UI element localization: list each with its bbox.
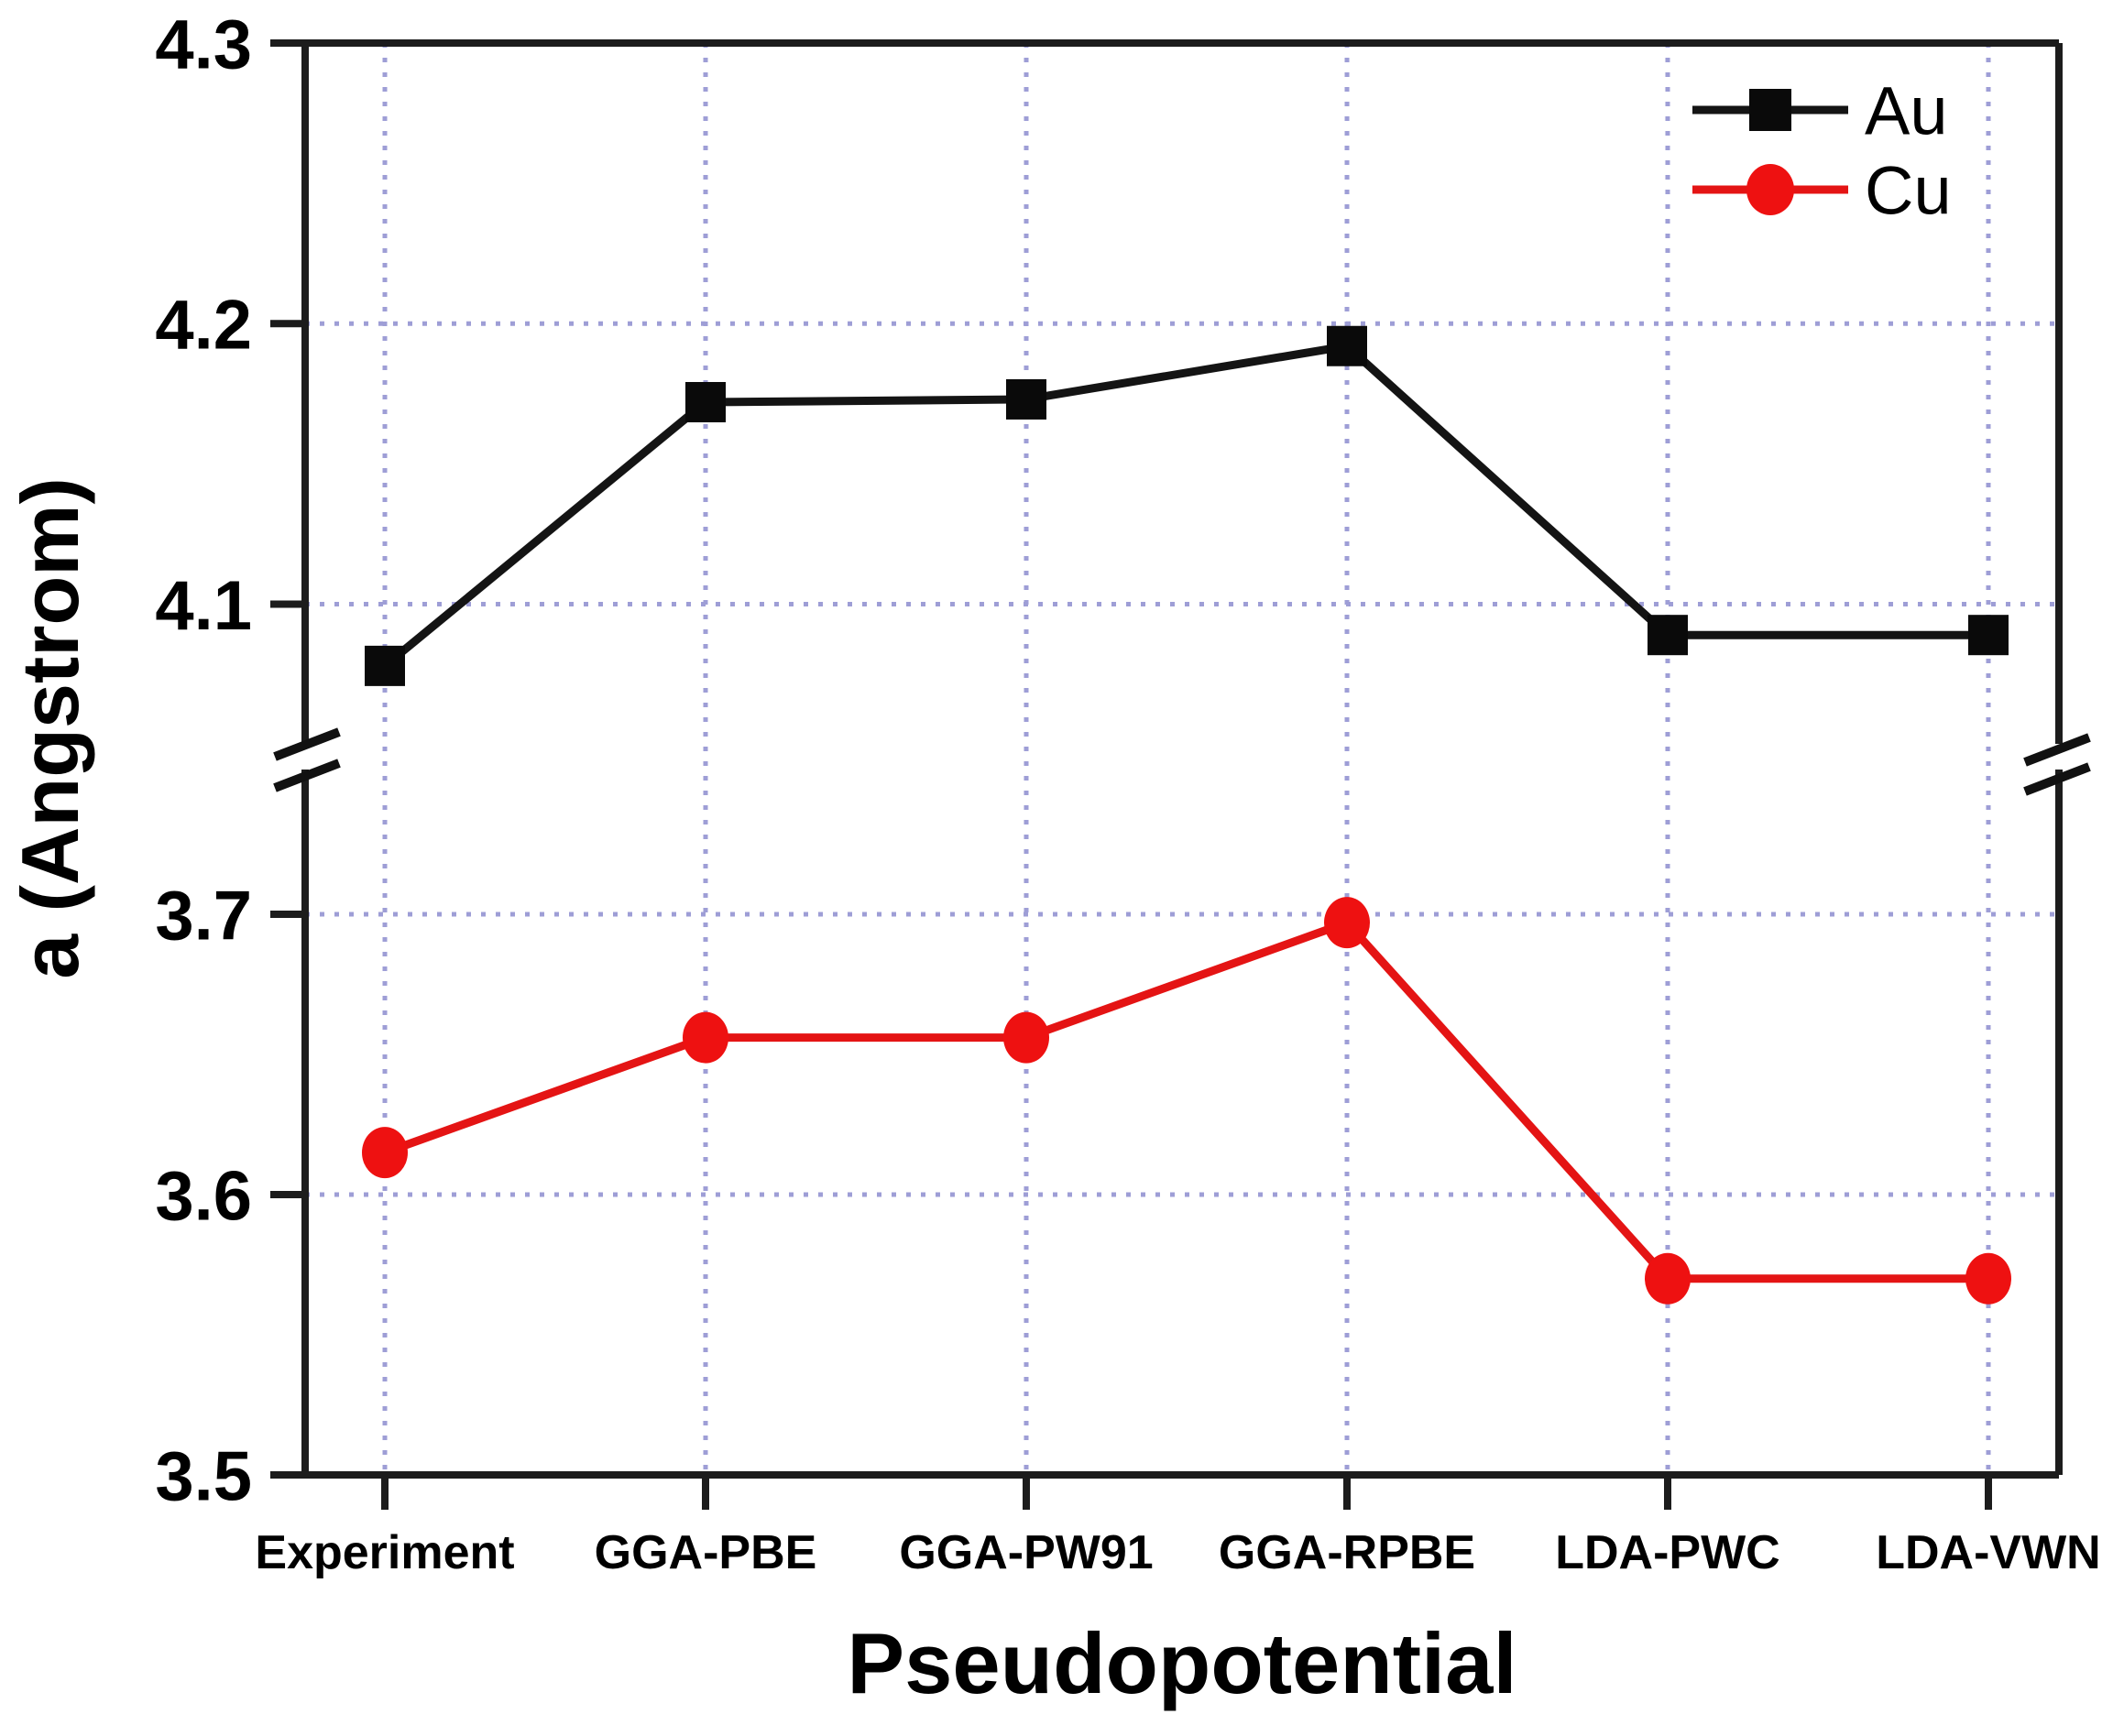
y-axis-title: a (Angstrom)	[5, 477, 95, 979]
axis-break-slash-left-1	[273, 727, 341, 761]
y-tick-label-4.2: 4.2	[155, 287, 252, 365]
data-point-au-experiment	[365, 645, 405, 686]
data-point-cu-gga-rpbe	[1324, 897, 1370, 949]
data-point-cu-gga-pw91	[1003, 1011, 1049, 1064]
series-cu	[362, 897, 2011, 1305]
x-tick-label-lda-pwc: LDA-PWC	[1555, 1526, 1780, 1579]
data-point-au-gga-pw91	[1006, 378, 1046, 420]
data-series	[362, 325, 2011, 1305]
plot-frame-border	[301, 39, 2063, 1479]
data-point-au-gga-pbe	[685, 382, 726, 422]
data-point-au-gga-rpbe	[1327, 325, 1367, 366]
x-tick-label-gga-pw91: GGA-PW91	[899, 1526, 1153, 1579]
data-point-cu-lda-vwn	[1965, 1252, 2011, 1305]
data-point-cu-gga-pbe	[683, 1011, 728, 1064]
series-line-cu	[383, 917, 1988, 1283]
y-tick-label-4.1: 4.1	[155, 567, 252, 645]
x-tick-label-lda-vwn: LDA-VWN	[1876, 1526, 2101, 1579]
y-tick-label-3.6: 3.6	[155, 1157, 252, 1235]
y-axis-ticks: 4.3 4.2 4.1 3.7 3.6 3.5	[155, 5, 305, 1515]
y-tick-label-4.3: 4.3	[155, 5, 252, 83]
x-tick-label-experiment: Experiment	[255, 1526, 514, 1579]
data-point-au-lda-pwc	[1648, 615, 1688, 656]
axis-break-marks	[273, 727, 2091, 796]
series-line-au	[382, 341, 1988, 670]
y-tick-label-3.5: 3.5	[155, 1437, 252, 1515]
axis-break-slash-right-2	[2023, 762, 2091, 796]
legend-marker-au	[1749, 89, 1791, 131]
data-point-cu-lda-pwc	[1645, 1252, 1691, 1305]
gridlines	[305, 43, 2059, 1475]
data-point-au-lda-vwn	[1968, 615, 2009, 656]
x-axis-title: Pseudopotential	[847, 1615, 1516, 1711]
series-au	[365, 325, 2009, 686]
plot-frame	[301, 39, 2063, 1479]
data-point-cu-experiment	[362, 1127, 408, 1179]
legend-label-au: Au	[1865, 73, 1948, 149]
x-axis-ticks: Experiment GGA-PBE GGA-PW91 GGA-RPBE LDA-PWC…	[255, 1475, 2101, 1579]
x-tick-label-gga-pbe: GGA-PBE	[595, 1526, 817, 1579]
legend-label-cu: Cu	[1865, 153, 1952, 229]
x-tick-label-gga-rpbe: GGA-RPBE	[1219, 1526, 1475, 1579]
axis-break-slash-right-1	[2023, 733, 2091, 767]
legend-marker-cu	[1746, 164, 1794, 215]
y-tick-label-3.7: 3.7	[155, 877, 252, 955]
axis-break-slash-left-2	[273, 759, 341, 792]
